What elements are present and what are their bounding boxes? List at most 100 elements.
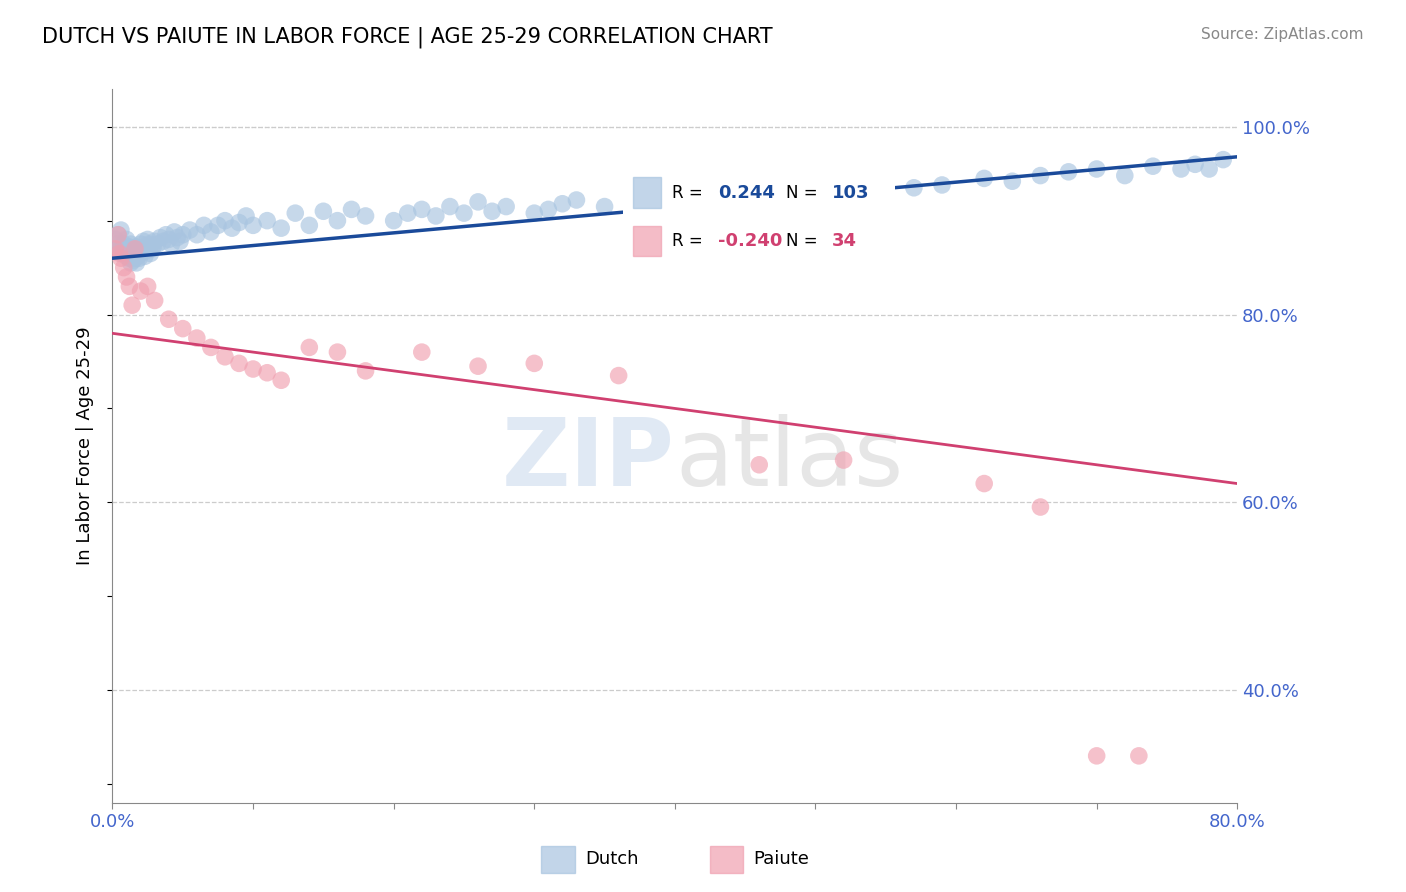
Point: [235, 209, 257, 223]
Point: [973, 476, 995, 491]
Point: [453, 206, 475, 220]
Point: [121, 242, 143, 256]
Point: [117, 246, 139, 260]
Point: [1212, 153, 1234, 167]
Point: [1057, 165, 1080, 179]
Point: [326, 345, 349, 359]
Point: [112, 237, 135, 252]
Bar: [541, 847, 575, 873]
Text: Source: ZipAtlas.com: Source: ZipAtlas.com: [1201, 27, 1364, 42]
Point: [1198, 161, 1220, 176]
Point: [105, 237, 128, 252]
Point: [127, 244, 149, 258]
Point: [832, 453, 855, 467]
Point: [1142, 159, 1164, 173]
Text: atlas: atlas: [675, 414, 903, 507]
Point: [495, 200, 517, 214]
Text: R =: R =: [672, 184, 702, 202]
Point: [141, 242, 163, 256]
Point: [111, 246, 134, 260]
Text: N =: N =: [786, 184, 817, 202]
Point: [776, 184, 799, 198]
Point: [551, 196, 574, 211]
Point: [706, 193, 728, 207]
Point: [163, 225, 186, 239]
Point: [214, 350, 236, 364]
Point: [565, 193, 588, 207]
Point: [207, 219, 229, 233]
Point: [131, 242, 153, 256]
Point: [284, 206, 307, 220]
Point: [179, 223, 201, 237]
Point: [1170, 161, 1192, 176]
Point: [298, 340, 321, 354]
Point: [115, 270, 138, 285]
Point: [107, 227, 129, 242]
Point: [242, 219, 264, 233]
Point: [157, 312, 180, 326]
Point: [104, 242, 127, 256]
Point: [118, 251, 141, 265]
Point: [186, 227, 208, 242]
Text: 0.244: 0.244: [718, 184, 775, 202]
Point: [129, 284, 152, 298]
Point: [129, 237, 152, 252]
Point: [256, 366, 278, 380]
Point: [1001, 174, 1024, 188]
Point: [134, 249, 156, 263]
Point: [142, 240, 165, 254]
Point: [1085, 748, 1108, 763]
Point: [124, 251, 146, 265]
Point: [138, 237, 160, 252]
Point: [124, 242, 146, 256]
Point: [121, 249, 143, 263]
Point: [270, 221, 292, 235]
Point: [1029, 500, 1052, 514]
Point: [425, 209, 447, 223]
Point: [228, 215, 250, 229]
Point: [139, 246, 162, 260]
Point: [186, 331, 208, 345]
Point: [132, 235, 155, 249]
Point: [467, 359, 489, 374]
Point: [152, 235, 174, 249]
Text: -0.240: -0.240: [718, 232, 782, 250]
Point: [523, 206, 546, 220]
Point: [481, 204, 503, 219]
Point: [135, 244, 157, 258]
Point: [439, 200, 461, 214]
Point: [200, 340, 222, 354]
Point: [396, 206, 419, 220]
Point: [537, 202, 560, 217]
Point: [607, 368, 630, 383]
Point: [221, 221, 243, 235]
Text: Paiute: Paiute: [754, 849, 810, 868]
Point: [1085, 161, 1108, 176]
Bar: [633, 226, 661, 257]
Point: [312, 204, 335, 219]
Point: [270, 373, 292, 387]
Text: ZIP: ZIP: [502, 414, 675, 507]
Point: [875, 174, 897, 188]
Point: [110, 251, 132, 265]
Text: R =: R =: [672, 232, 702, 250]
Point: [149, 230, 172, 244]
Point: [298, 219, 321, 233]
Point: [104, 232, 127, 246]
Point: [467, 194, 489, 209]
Point: [256, 213, 278, 227]
Point: [1184, 157, 1206, 171]
Point: [1128, 748, 1150, 763]
Point: [650, 190, 672, 204]
Point: [128, 251, 150, 265]
Point: [411, 202, 433, 217]
Point: [903, 181, 925, 195]
Point: [1029, 169, 1052, 183]
Point: [1114, 169, 1136, 183]
Point: [411, 345, 433, 359]
Point: [120, 237, 142, 252]
Point: [115, 249, 138, 263]
Point: [108, 242, 131, 256]
Point: [678, 196, 700, 211]
FancyBboxPatch shape: [620, 161, 897, 273]
